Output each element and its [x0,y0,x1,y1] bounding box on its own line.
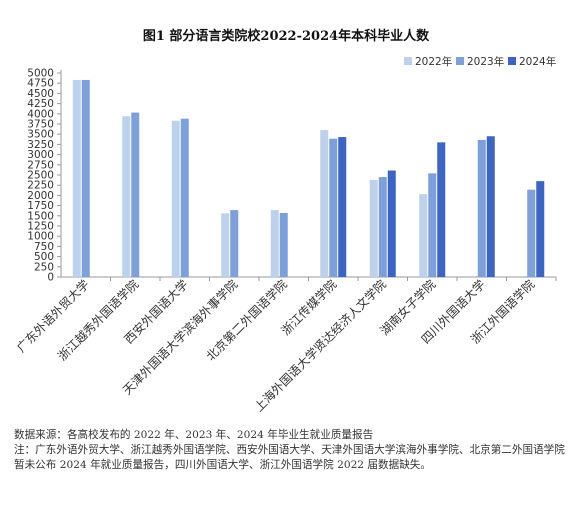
chart-title: 图1 部分语言类院校2022-2024年本科毕业人数 [143,28,430,44]
y-tick-label: 4000 [27,108,54,120]
bar-6-2024年 [338,137,347,277]
bar-5-2022年 [270,210,279,277]
y-tick-label: 4250 [27,98,54,110]
bar-1-2022年 [72,79,81,277]
bar-9-2024年 [486,136,495,277]
legend-swatch-3 [508,57,516,65]
legend-label-1: 2022年 [415,55,452,68]
bar-10-2024年 [536,181,545,277]
y-tick-label: 3000 [27,149,54,161]
bar-9-2023年 [477,139,486,277]
x-tick-label: 北京第二外国语学院 [203,277,290,364]
legend-label-2: 2023年 [467,55,504,68]
bar-chart: 图1 部分语言类院校2022-2024年本科毕业人数 2022年 2023年 2024… [13,28,557,414]
legend-swatch-2 [456,57,464,65]
y-tick-label: 3750 [27,119,54,131]
bar-10-2023年 [527,189,536,277]
y-tick-label: 1250 [27,221,54,233]
y-tick-label: 250 [34,261,54,273]
y-tick-label: 1000 [27,231,54,243]
y-tick-label: 1750 [27,200,54,212]
chart-notes: 数据来源：各高校发布的 2022 年、2023 年、2024 年毕业生就业质量报… [14,428,566,473]
bar-6-2022年 [320,130,329,277]
y-tick-label: 2750 [27,159,54,171]
y-tick-label: 3250 [27,139,54,151]
bar-8-2023年 [428,173,437,277]
bar-4-2023年 [230,210,239,277]
bar-8-2024年 [437,142,446,277]
source-note: 数据来源：各高校发布的 2022 年、2023 年、2024 年毕业生就业质量报… [14,429,374,441]
y-tick-label: 2000 [27,190,54,202]
bar-6-2023年 [329,138,338,277]
bar-2-2023年 [131,112,140,278]
y-tick-label: 0 [47,272,54,284]
y-tick-label: 1500 [27,210,54,222]
bar-7-2024年 [387,170,396,277]
bar-1-2023年 [81,79,90,277]
legend-swatch-1 [404,57,412,65]
bar-8-2022年 [419,194,428,277]
bar-3-2023年 [180,118,189,277]
bar-2-2022年 [122,116,131,277]
y-tick-label: 2250 [27,180,54,192]
bar-7-2023年 [378,177,387,277]
y-tick-label: 3500 [27,129,54,141]
x-tick-label: 浙江越秀外国语学院 [54,277,141,364]
legend-label-3: 2024年 [519,55,556,68]
bar-5-2023年 [279,212,288,277]
y-tick-label: 2500 [27,170,54,182]
y-tick-label: 4500 [27,88,54,100]
y-tick-label: 750 [34,241,54,253]
bar-4-2022年 [221,213,230,277]
bar-3-2022年 [171,120,180,278]
footnote: 注：广东外语外贸大学、浙江越秀外国语学院、西安外国语大学、天津外国语大学滨海外事… [14,444,565,471]
y-tick-label: 500 [34,251,54,263]
bar-7-2022年 [369,179,378,277]
y-tick-label: 5000 [27,68,54,80]
y-tick-label: 4750 [27,78,54,90]
